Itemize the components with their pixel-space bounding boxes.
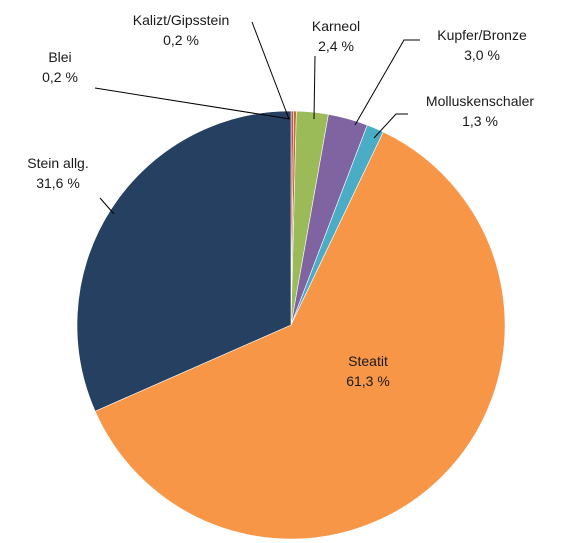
pie-slice-steatit — [94, 131, 506, 540]
leader-line-karneol — [313, 55, 316, 120]
slice-value-molluskenschaler: 1,3 % — [462, 113, 498, 129]
slice-label-steatit: Steatit — [348, 353, 388, 369]
slice-value-kupfer-bronze: 3,0 % — [464, 47, 500, 63]
pie-slices — [76, 110, 506, 540]
slice-value-blei: 0,2 % — [42, 69, 78, 85]
leader-line-kupfer-bronze — [354, 39, 420, 126]
slice-label-kupfer-bronze: Kupfer/Bronze — [437, 27, 527, 43]
slice-label-karneol: Karneol — [312, 18, 360, 34]
slice-value-kalizt-gipsstein: 0,2 % — [163, 32, 199, 48]
slice-value-steatit: 61,3 % — [346, 373, 390, 389]
leader-line-molluskenschaler — [373, 113, 408, 139]
leader-line-blei — [94, 87, 291, 120]
slice-label-blei: Blei — [48, 49, 71, 65]
slice-label-molluskenschaler: Molluskenschaler — [426, 93, 534, 109]
slice-value-stein-allg: 31,6 % — [36, 175, 80, 191]
pie-slice-stein-allg — [76, 110, 292, 412]
slice-label-stein-allg: Stein allg. — [27, 155, 88, 171]
slice-value-karneol: 2,4 % — [318, 38, 354, 54]
leader-line-stein-allg — [99, 197, 115, 215]
slice-label-kalizt-gipsstein: Kalizt/Gipsstein — [133, 12, 229, 28]
leader-line-kalizt-gipsstein — [251, 21, 290, 120]
leader-lines — [94, 21, 420, 215]
